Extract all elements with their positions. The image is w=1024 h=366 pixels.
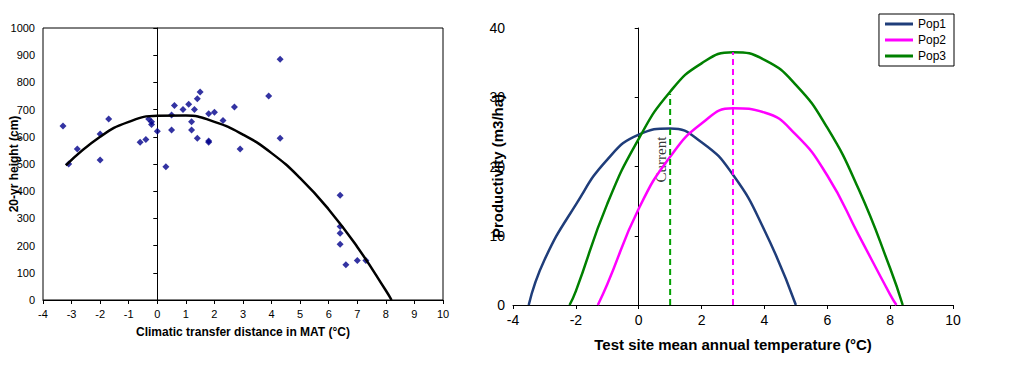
svg-text:-2: -2 <box>95 308 105 320</box>
svg-text:40: 40 <box>489 20 505 36</box>
svg-text:500: 500 <box>17 158 35 170</box>
svg-text:0: 0 <box>635 312 643 328</box>
svg-text:400: 400 <box>17 185 35 197</box>
svg-text:300: 300 <box>17 212 35 224</box>
svg-text:700: 700 <box>17 104 35 116</box>
svg-text:200: 200 <box>17 240 35 252</box>
svg-text:0: 0 <box>497 297 505 313</box>
svg-text:0: 0 <box>154 308 160 320</box>
svg-text:Productivity (m3/ha): Productivity (m3/ha) <box>489 94 506 238</box>
svg-text:20: 20 <box>489 159 505 175</box>
svg-text:Current: Current <box>653 136 669 183</box>
svg-text:Test site mean annual temperat: Test site mean annual temperature (°C) <box>594 336 871 353</box>
svg-text:Pop1: Pop1 <box>918 17 946 31</box>
svg-text:6: 6 <box>326 308 332 320</box>
svg-text:-2: -2 <box>570 312 583 328</box>
svg-text:600: 600 <box>17 131 35 143</box>
svg-text:4: 4 <box>761 312 769 328</box>
svg-text:10: 10 <box>437 308 449 320</box>
svg-text:20-yr height (cm): 20-yr height (cm) <box>7 115 21 213</box>
svg-text:Climatic transfer distance in: Climatic transfer distance in MAT (°C) <box>136 325 350 339</box>
svg-text:5: 5 <box>297 308 303 320</box>
svg-text:1000: 1000 <box>11 22 35 34</box>
svg-text:900: 900 <box>17 49 35 61</box>
svg-text:800: 800 <box>17 76 35 88</box>
svg-text:-3: -3 <box>67 308 77 320</box>
svg-text:100: 100 <box>17 267 35 279</box>
svg-text:10: 10 <box>489 228 505 244</box>
svg-text:1: 1 <box>183 308 189 320</box>
svg-text:2: 2 <box>698 312 706 328</box>
svg-text:8: 8 <box>886 312 894 328</box>
svg-text:Pop2: Pop2 <box>918 33 946 47</box>
svg-text:7: 7 <box>354 308 360 320</box>
svg-text:Pop3: Pop3 <box>918 49 946 63</box>
svg-text:6: 6 <box>823 312 831 328</box>
svg-text:2: 2 <box>211 308 217 320</box>
svg-text:8: 8 <box>383 308 389 320</box>
svg-text:10: 10 <box>945 312 961 328</box>
svg-text:9: 9 <box>411 308 417 320</box>
svg-text:3: 3 <box>240 308 246 320</box>
svg-text:-1: -1 <box>124 308 134 320</box>
svg-text:4: 4 <box>269 308 275 320</box>
svg-text:-4: -4 <box>38 308 48 320</box>
svg-text:-4: -4 <box>507 312 520 328</box>
svg-text:30: 30 <box>489 89 505 105</box>
svg-text:0: 0 <box>29 294 35 306</box>
